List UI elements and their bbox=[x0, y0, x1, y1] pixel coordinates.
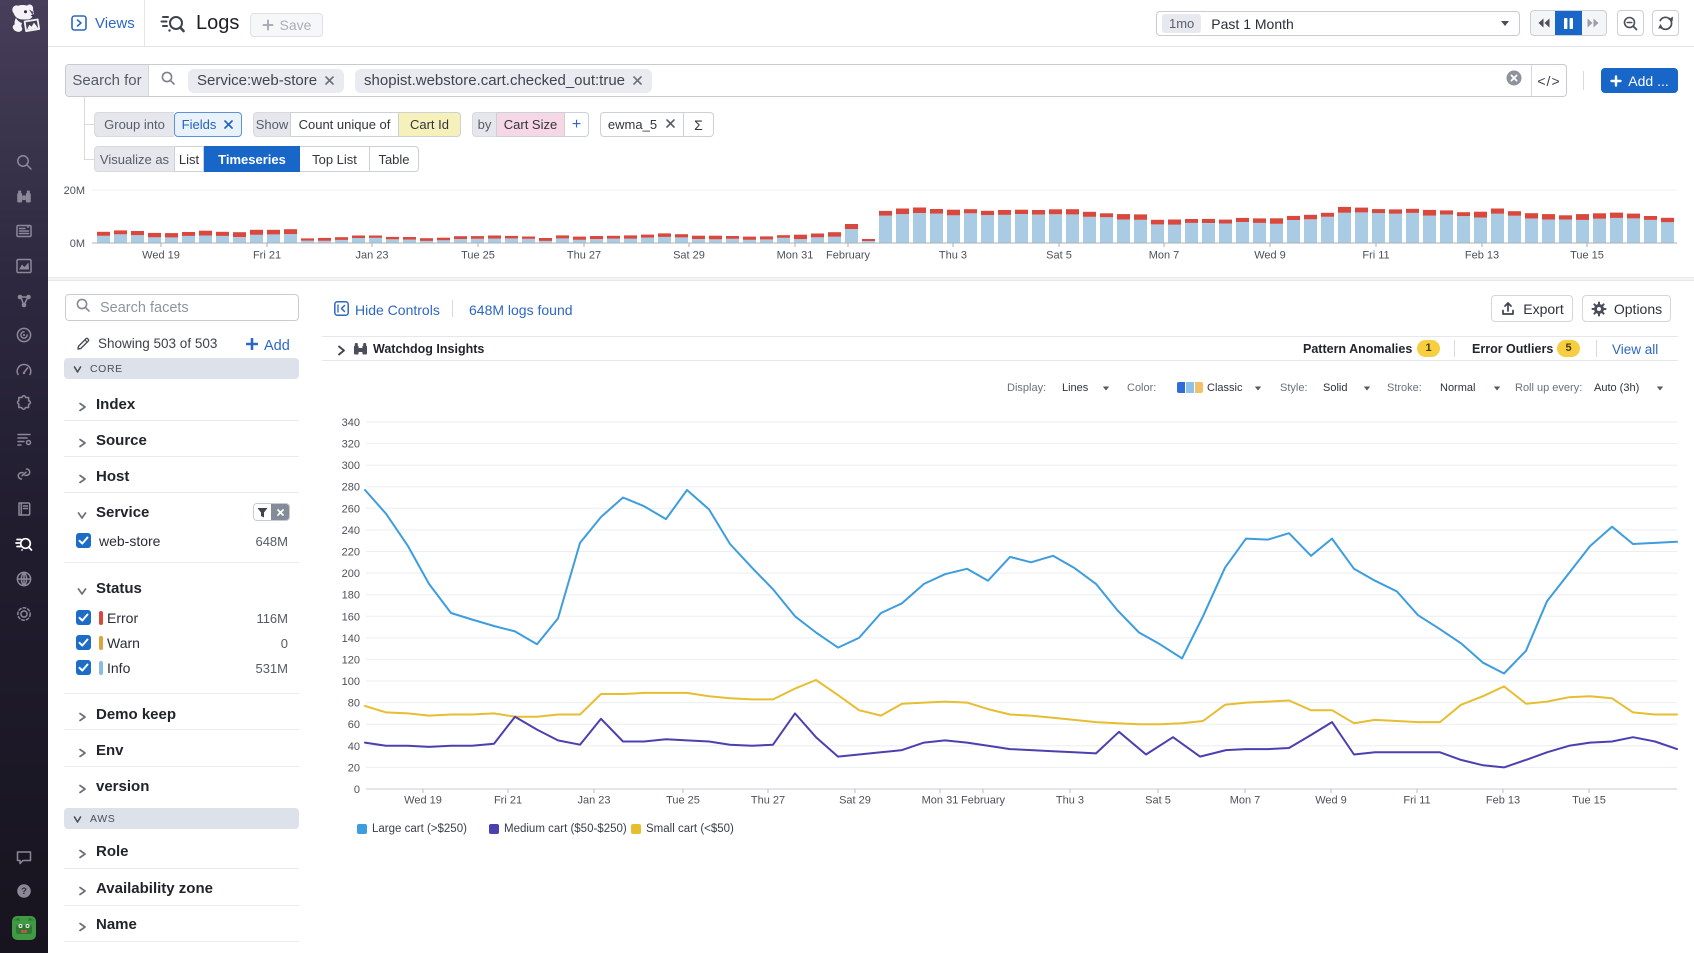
svg-text:Fri 11: Fri 11 bbox=[1403, 795, 1430, 807]
svg-text:Tue 25: Tue 25 bbox=[666, 795, 700, 807]
svg-text:0M: 0M bbox=[70, 238, 85, 250]
svg-text:Mon 7: Mon 7 bbox=[1149, 250, 1180, 262]
svg-text:60: 60 bbox=[348, 719, 360, 731]
svg-text:20M: 20M bbox=[64, 185, 85, 197]
svg-text:?: ? bbox=[21, 886, 27, 897]
svg-text:Fri 11: Fri 11 bbox=[1362, 250, 1389, 262]
svg-text:Tue 15: Tue 15 bbox=[1572, 795, 1606, 807]
svg-text:Sat 29: Sat 29 bbox=[839, 795, 871, 807]
svg-text:20: 20 bbox=[348, 762, 360, 774]
svg-text:Jan 23: Jan 23 bbox=[355, 250, 388, 262]
svg-text:Fri 21: Fri 21 bbox=[494, 795, 522, 807]
svg-text:220: 220 bbox=[342, 547, 360, 559]
svg-text:February: February bbox=[826, 250, 871, 262]
svg-text:Jan 23: Jan 23 bbox=[577, 795, 610, 807]
svg-text:180: 180 bbox=[342, 590, 360, 602]
svg-text:Mon 31: Mon 31 bbox=[922, 795, 959, 807]
svg-text:Tue 25: Tue 25 bbox=[461, 250, 495, 262]
svg-text:Sat 29: Sat 29 bbox=[673, 250, 705, 262]
svg-text:Mon 7: Mon 7 bbox=[1230, 795, 1261, 807]
svg-text:Wed 9: Wed 9 bbox=[1315, 795, 1347, 807]
svg-text:140: 140 bbox=[342, 633, 360, 645]
svg-text:Thu 27: Thu 27 bbox=[567, 250, 601, 262]
svg-text:120: 120 bbox=[342, 655, 360, 667]
svg-text:Tue 15: Tue 15 bbox=[1570, 250, 1604, 262]
svg-text:260: 260 bbox=[342, 503, 360, 515]
svg-text:Sat 5: Sat 5 bbox=[1145, 795, 1171, 807]
svg-text:160: 160 bbox=[342, 611, 360, 623]
svg-text:40: 40 bbox=[348, 741, 360, 753]
svg-text:280: 280 bbox=[342, 482, 360, 494]
svg-text:Thu 3: Thu 3 bbox=[939, 250, 967, 262]
svg-text:320: 320 bbox=[342, 439, 360, 451]
svg-text:Feb 13: Feb 13 bbox=[1486, 795, 1520, 807]
svg-text:0: 0 bbox=[354, 784, 360, 796]
svg-text:February: February bbox=[961, 795, 1006, 807]
svg-text:340: 340 bbox=[342, 417, 360, 429]
svg-text:Feb 13: Feb 13 bbox=[1465, 250, 1499, 262]
svg-text:240: 240 bbox=[342, 525, 360, 537]
svg-text:Mon 31: Mon 31 bbox=[777, 250, 814, 262]
svg-text:Sat 5: Sat 5 bbox=[1046, 250, 1072, 262]
svg-text:Thu 3: Thu 3 bbox=[1056, 795, 1084, 807]
svg-text:Wed 19: Wed 19 bbox=[404, 795, 442, 807]
svg-text:200: 200 bbox=[342, 568, 360, 580]
svg-text:80: 80 bbox=[348, 698, 360, 710]
svg-text:100: 100 bbox=[342, 676, 360, 688]
svg-text:300: 300 bbox=[342, 460, 360, 472]
svg-text:Thu 27: Thu 27 bbox=[751, 795, 785, 807]
svg-text:Fri 21: Fri 21 bbox=[253, 250, 281, 262]
svg-text:Wed 19: Wed 19 bbox=[142, 250, 180, 262]
svg-text:Wed 9: Wed 9 bbox=[1254, 250, 1286, 262]
